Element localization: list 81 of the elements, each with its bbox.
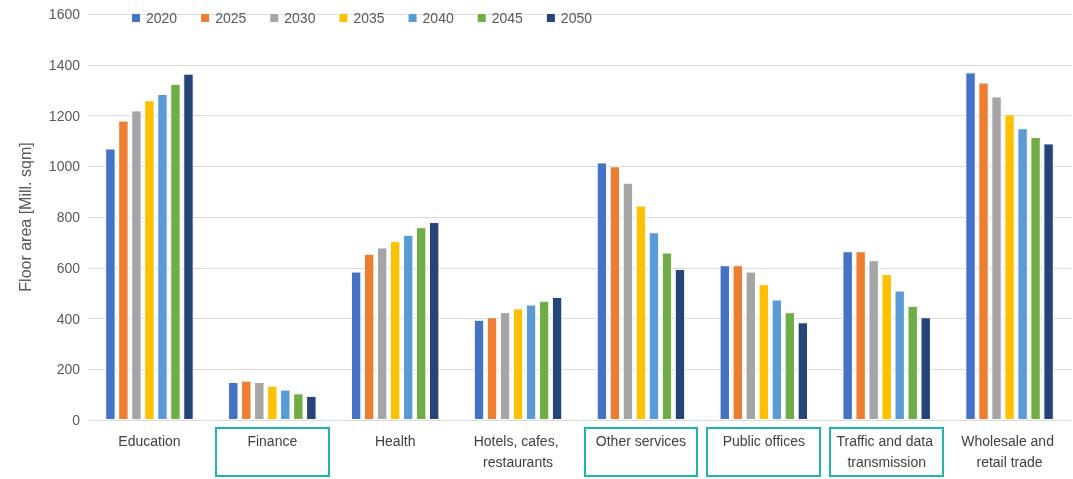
bar bbox=[978, 82, 989, 420]
bar bbox=[486, 317, 498, 420]
bar bbox=[868, 260, 879, 420]
legend-label: 2030 bbox=[284, 10, 316, 26]
bar bbox=[376, 247, 388, 420]
bar bbox=[118, 120, 129, 420]
legend-label: 2035 bbox=[353, 10, 385, 26]
bar bbox=[280, 389, 291, 420]
bar bbox=[512, 308, 524, 420]
y-tick-label: 800 bbox=[56, 209, 81, 225]
bar bbox=[416, 227, 427, 420]
bar bbox=[648, 232, 660, 420]
bar bbox=[745, 271, 757, 420]
legend-label: 2040 bbox=[422, 10, 454, 26]
bar bbox=[1030, 137, 1041, 420]
bar bbox=[293, 393, 304, 420]
y-tick-label: 1400 bbox=[48, 56, 81, 73]
legend-label: 2025 bbox=[215, 10, 247, 26]
y-tick-label: 1200 bbox=[48, 107, 81, 124]
x-tick-label: Public offices bbox=[722, 432, 805, 449]
x-tick-label: Hotels, cafes, restaurants bbox=[473, 432, 563, 470]
legend-label: 2045 bbox=[491, 10, 524, 26]
x-tick-label: Health bbox=[374, 432, 416, 449]
bar bbox=[596, 162, 608, 420]
bar bbox=[719, 265, 730, 420]
bar bbox=[551, 296, 563, 420]
x-tick-label: Wholesale and retail trade bbox=[961, 432, 1058, 470]
bar bbox=[144, 100, 155, 420]
legend-label: 2050 bbox=[560, 10, 593, 26]
x-tick-label: Other services bbox=[595, 432, 687, 449]
bar bbox=[1043, 143, 1054, 420]
bar bbox=[525, 304, 537, 420]
bar bbox=[991, 96, 1002, 420]
bar bbox=[429, 222, 440, 420]
bar bbox=[473, 319, 485, 420]
bar bbox=[758, 284, 770, 420]
bar bbox=[907, 305, 918, 420]
bar bbox=[842, 251, 853, 420]
bar bbox=[254, 381, 265, 420]
bar bbox=[350, 271, 362, 420]
y-tick-label: 0 bbox=[72, 412, 81, 428]
bar bbox=[241, 380, 252, 420]
bar bbox=[855, 251, 866, 420]
x-tick-label: Finance bbox=[247, 432, 298, 449]
bar bbox=[499, 312, 511, 420]
y-axis-title: Floor area [Mill. sqm] bbox=[16, 142, 34, 292]
bar bbox=[363, 253, 375, 420]
bar bbox=[131, 110, 142, 420]
bar bbox=[732, 265, 743, 420]
bar bbox=[920, 317, 931, 420]
bar bbox=[183, 73, 194, 420]
y-tick-label: 200 bbox=[56, 361, 81, 378]
bar bbox=[306, 395, 317, 420]
bar bbox=[228, 381, 239, 420]
bar bbox=[1004, 114, 1015, 420]
y-tick-label: 1600 bbox=[48, 6, 81, 22]
bar bbox=[784, 312, 796, 420]
bar bbox=[267, 385, 278, 420]
bar bbox=[609, 166, 621, 420]
bar bbox=[170, 83, 181, 420]
y-tick-label: 600 bbox=[56, 259, 81, 276]
bar bbox=[389, 241, 401, 420]
bar bbox=[965, 72, 976, 420]
bar bbox=[1017, 128, 1028, 420]
legend-label: 2020 bbox=[146, 10, 178, 26]
x-tick-label: Traffic and data transmission bbox=[836, 432, 937, 470]
bar bbox=[661, 252, 673, 420]
bar bbox=[157, 93, 168, 420]
bar bbox=[797, 322, 809, 420]
bar bbox=[674, 269, 686, 420]
bar bbox=[881, 274, 892, 420]
bar bbox=[622, 182, 634, 420]
bar bbox=[771, 299, 783, 420]
bar bbox=[538, 300, 550, 420]
y-tick-label: 1000 bbox=[48, 158, 81, 175]
bar bbox=[894, 290, 905, 420]
bar bbox=[105, 148, 116, 420]
x-tick-label: Education bbox=[118, 432, 181, 449]
y-tick-label: 400 bbox=[56, 310, 81, 327]
bar bbox=[402, 234, 414, 420]
bar bbox=[635, 205, 647, 420]
